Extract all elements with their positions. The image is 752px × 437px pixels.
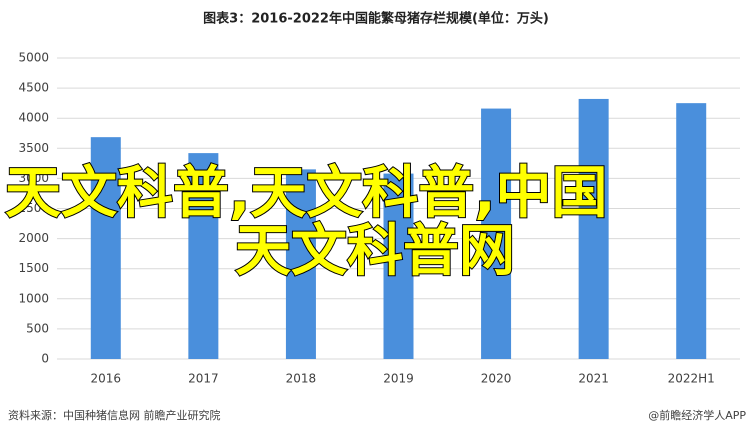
y-tick-label: 2000 bbox=[18, 231, 49, 245]
y-tick-label: 4000 bbox=[18, 111, 49, 125]
x-tick-label: 2016 bbox=[91, 372, 122, 386]
bar bbox=[188, 153, 219, 359]
y-tick-label: 3000 bbox=[18, 171, 49, 185]
x-tick-label: 2017 bbox=[188, 372, 219, 386]
x-tick-label: 2020 bbox=[481, 372, 512, 386]
y-tick-label: 2500 bbox=[18, 201, 49, 215]
source-note: 资料来源：中国种猪信息网 前瞻产业研究院 bbox=[8, 408, 221, 422]
y-tick-label: 3500 bbox=[18, 141, 49, 155]
x-tick-label: 2018 bbox=[286, 372, 317, 386]
x-tick-label: 2019 bbox=[383, 372, 414, 386]
y-tick-label: 0 bbox=[41, 352, 49, 366]
overlay-text: 天文科普,天文科普,中国 bbox=[5, 161, 608, 226]
y-tick-label: 500 bbox=[26, 321, 49, 335]
y-tick-label: 5000 bbox=[18, 51, 49, 65]
overlay-text: 天文科普网 bbox=[235, 219, 515, 284]
bar bbox=[90, 137, 121, 359]
x-tick-label: 2022H1 bbox=[668, 372, 715, 386]
x-tick-label: 2021 bbox=[578, 372, 609, 386]
chart-title: 图表3：2016-2022年中国能繁母猪存栏规模(单位：万头) bbox=[203, 11, 549, 27]
y-tick-label: 1500 bbox=[18, 261, 49, 275]
y-tick-label: 4500 bbox=[18, 81, 49, 95]
bar bbox=[578, 98, 609, 359]
y-tick-label: 1000 bbox=[18, 291, 49, 305]
credit: @前瞻经济学人APP bbox=[648, 408, 746, 422]
bar bbox=[383, 173, 414, 359]
bar bbox=[285, 169, 316, 359]
bar bbox=[481, 108, 512, 360]
bar bbox=[676, 103, 707, 360]
